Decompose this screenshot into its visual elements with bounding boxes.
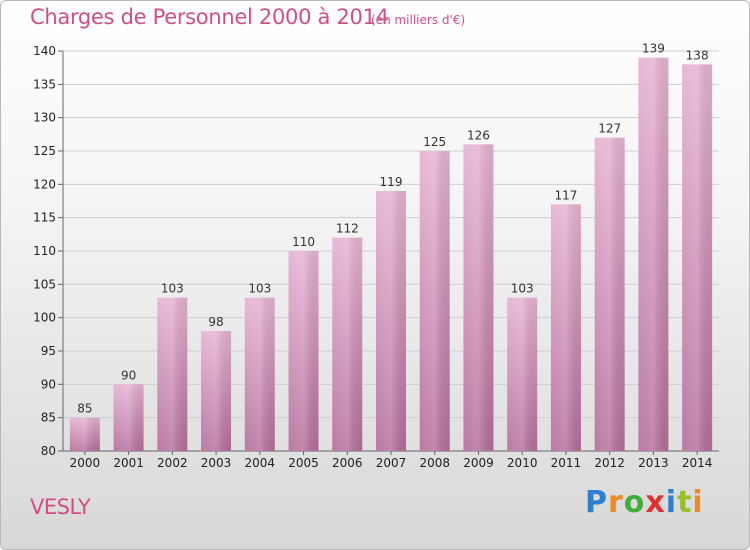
y-tick-label: 125 bbox=[33, 144, 56, 158]
data-label: 85 bbox=[77, 402, 92, 416]
bar-shade bbox=[419, 151, 450, 451]
data-label: 98 bbox=[208, 315, 223, 329]
y-tick-label: 105 bbox=[33, 277, 56, 291]
data-label: 103 bbox=[248, 282, 271, 296]
data-label: 127 bbox=[598, 122, 621, 136]
data-label: 103 bbox=[511, 282, 534, 296]
label-layer: 2000 85 2001 90 2002 103 2003 98 2004 103 2005 110 2… bbox=[70, 42, 713, 470]
x-tick-label: 2002 bbox=[157, 456, 188, 470]
chart-subtitle: (en milliers d'€) bbox=[371, 13, 466, 27]
logo-letter: t bbox=[677, 485, 693, 520]
y-tick-label: 115 bbox=[33, 211, 56, 225]
bar-shade bbox=[332, 237, 363, 451]
x-tick-label: 2011 bbox=[551, 456, 582, 470]
data-label: 139 bbox=[642, 42, 665, 56]
bar-shade bbox=[594, 137, 625, 451]
x-tick-label: 2000 bbox=[70, 456, 101, 470]
logo-letter: x bbox=[645, 485, 666, 520]
logo-letter: P bbox=[585, 485, 608, 520]
proxiti-logo: Proxiti bbox=[585, 485, 704, 520]
bar-shade bbox=[201, 331, 232, 451]
data-label: 117 bbox=[554, 188, 577, 202]
bar-layer bbox=[69, 57, 713, 452]
x-tick-label: 2008 bbox=[419, 456, 450, 470]
y-tick-label: 140 bbox=[33, 44, 56, 58]
x-tick-label: 2009 bbox=[463, 456, 494, 470]
y-tick-label: 135 bbox=[33, 77, 56, 91]
x-tick-label: 2012 bbox=[594, 456, 625, 470]
logo-letter: o bbox=[623, 485, 646, 520]
logo-letter: i bbox=[692, 485, 704, 520]
logo-letter: r bbox=[608, 485, 624, 520]
y-tick-label: 130 bbox=[33, 111, 56, 125]
y-tick-label: 90 bbox=[41, 377, 56, 391]
y-tick-label: 120 bbox=[33, 177, 56, 191]
bar-shade bbox=[682, 64, 713, 452]
x-tick-label: 2001 bbox=[113, 456, 144, 470]
location-label: VESLY bbox=[30, 495, 91, 519]
data-label: 125 bbox=[423, 135, 446, 149]
data-label: 110 bbox=[292, 235, 315, 249]
y-tick-label: 100 bbox=[33, 311, 56, 325]
x-tick-label: 2014 bbox=[682, 456, 713, 470]
y-tick-label: 110 bbox=[33, 244, 56, 258]
x-tick-label: 2006 bbox=[332, 456, 363, 470]
x-tick-label: 2004 bbox=[245, 456, 276, 470]
x-tick-label: 2007 bbox=[376, 456, 407, 470]
bar-shade bbox=[157, 297, 188, 451]
bar-shade bbox=[376, 191, 406, 451]
bar-shade bbox=[507, 297, 538, 451]
y-tick-label: 85 bbox=[41, 411, 56, 425]
data-label: 119 bbox=[380, 175, 403, 189]
data-label: 90 bbox=[121, 368, 136, 382]
data-label: 112 bbox=[336, 222, 359, 236]
bar-shade bbox=[69, 417, 100, 451]
chart-title: Charges de Personnel 2000 à 2014 bbox=[30, 5, 389, 29]
x-tick-label: 2013 bbox=[638, 456, 669, 470]
data-label: 138 bbox=[686, 48, 709, 62]
logo-letter: i bbox=[665, 485, 678, 520]
bar-shade bbox=[463, 144, 494, 452]
axis-layer: 80 85 90 95 100 105 110 115 120 125 130 135 140 bbox=[33, 44, 719, 458]
bar-shade bbox=[244, 297, 275, 451]
x-tick-label: 2005 bbox=[288, 456, 319, 470]
y-tick-label: 95 bbox=[41, 344, 56, 358]
bar-shade bbox=[288, 251, 319, 451]
bar-shade bbox=[550, 204, 581, 451]
x-tick-label: 2010 bbox=[507, 456, 538, 470]
bar-shade bbox=[113, 384, 144, 451]
x-tick-label: 2003 bbox=[201, 456, 232, 470]
bar-shade bbox=[638, 57, 669, 452]
data-label: 126 bbox=[467, 128, 490, 142]
y-tick-label: 80 bbox=[41, 444, 56, 458]
data-label: 103 bbox=[161, 282, 184, 296]
